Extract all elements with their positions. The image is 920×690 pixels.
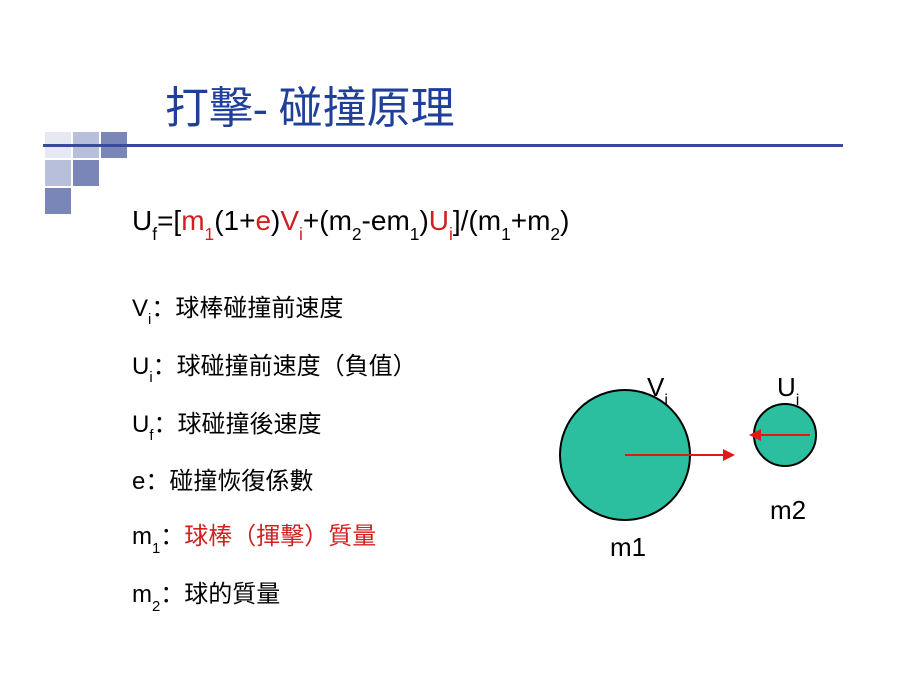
velocity-arrow-2-head [749, 429, 761, 441]
collision-formula: Uf=[m1(1+e)Vi+(m2-em1)Ui]/(m1+m2) [132, 205, 569, 242]
def-row: Ui：球碰撞前速度（負值） [132, 346, 417, 384]
label-m2: m2 [770, 495, 806, 526]
formula-part: -em [362, 205, 410, 236]
formula-part: i [449, 224, 453, 244]
def-subscript: i [149, 370, 152, 386]
def-subscript: i [148, 312, 151, 328]
def-row: e：碰撞恢復係數 [132, 461, 417, 496]
title-underline [43, 144, 843, 147]
formula-part: 1 [205, 224, 215, 244]
formula-part: =[ [157, 205, 181, 236]
slide-title: 打擊- 碰撞原理 [165, 72, 455, 136]
def-description: 球棒（揮擊）質量 [184, 523, 376, 550]
def-separator: ： [151, 295, 175, 322]
decor-square [45, 160, 71, 186]
def-symbol: U [132, 353, 149, 380]
formula-part: ]/(m [453, 205, 501, 236]
def-row: m2：球的質量 [132, 574, 417, 612]
def-subscript: 2 [152, 599, 160, 615]
velocity-arrow-1-line [625, 454, 725, 456]
collision-diagram: ViUim1m2 [555, 380, 875, 580]
formula-part: U [429, 205, 449, 236]
def-separator: ： [145, 468, 169, 495]
formula-part: 1 [501, 224, 511, 244]
def-symbol: m [132, 523, 152, 550]
formula-part: f [152, 224, 157, 244]
formula-part: i [299, 224, 303, 244]
formula-part: ) [271, 205, 280, 236]
label-ui: Ui [777, 372, 799, 407]
def-subscript: f [149, 428, 153, 444]
velocity-arrow-2-line [759, 434, 810, 436]
def-symbol: V [132, 295, 148, 322]
def-row: Uf：球碰撞後速度 [132, 404, 417, 442]
def-description: 球碰撞後速度 [177, 411, 321, 438]
velocity-arrow-1-head [723, 449, 735, 461]
def-symbol: m [132, 581, 152, 608]
def-row: Vi：球棒碰撞前速度 [132, 288, 417, 326]
def-row: m1：球棒（揮擊）質量 [132, 516, 417, 554]
label-m1: m1 [610, 532, 646, 563]
decor-square [73, 160, 99, 186]
formula-part: 2 [550, 224, 560, 244]
formula-part: m [181, 205, 204, 236]
def-description: 碰撞恢復係數 [169, 468, 313, 495]
decor-square [45, 188, 71, 214]
def-description: 球的質量 [184, 581, 280, 608]
def-separator: ： [153, 411, 177, 438]
def-symbol: e [132, 468, 145, 495]
formula-part: +m [511, 205, 551, 236]
formula-part: 1 [410, 224, 420, 244]
formula-part: e [255, 205, 271, 236]
def-separator: ： [160, 523, 184, 550]
formula-part: 2 [352, 224, 362, 244]
formula-part: ) [419, 205, 428, 236]
def-subscript: 1 [152, 541, 160, 557]
formula-part: U [132, 205, 152, 236]
formula-part: ) [560, 205, 569, 236]
def-separator: ： [160, 581, 184, 608]
formula-part: +(m [303, 205, 352, 236]
def-separator: ： [153, 353, 177, 380]
def-symbol: U [132, 411, 149, 438]
variable-definitions: Vi：球棒碰撞前速度Ui：球碰撞前速度（負值）Uf：球碰撞後速度e：碰撞恢復係數… [132, 288, 417, 632]
formula-part: V [280, 205, 299, 236]
formula-part: (1+ [214, 205, 255, 236]
def-description: 球碰撞前速度（負值） [177, 353, 417, 380]
def-description: 球棒碰撞前速度 [175, 295, 343, 322]
label-vi: Vi [647, 372, 668, 407]
